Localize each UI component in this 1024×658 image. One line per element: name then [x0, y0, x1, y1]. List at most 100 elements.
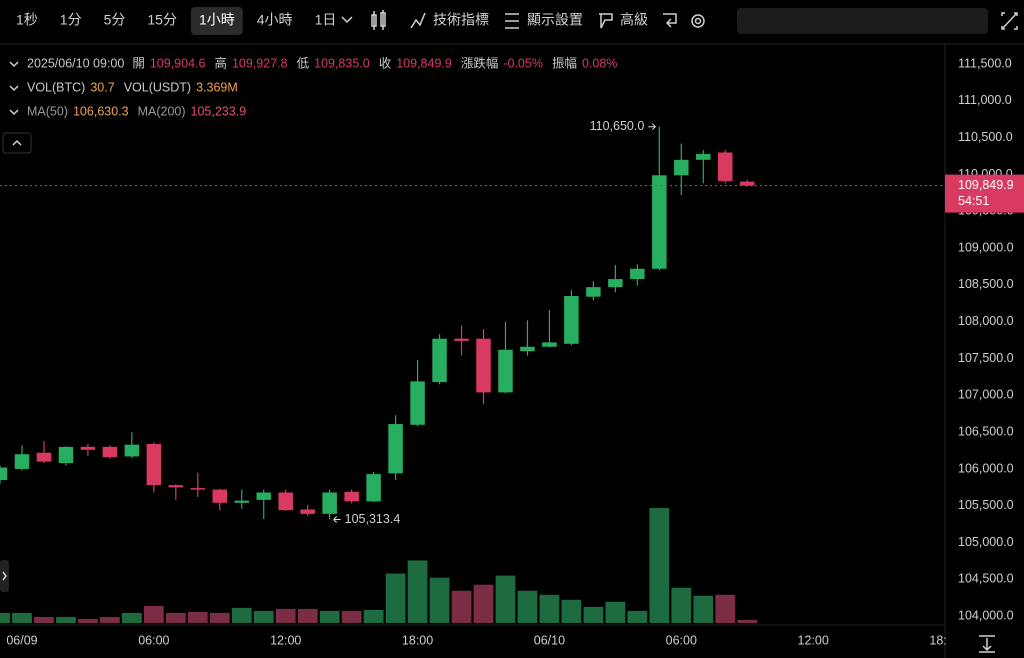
x-tick-label: 18:00	[402, 633, 433, 647]
scale-icon[interactable]	[979, 635, 995, 653]
x-tick-label: 06/09	[6, 633, 37, 647]
candle-body	[608, 279, 623, 288]
y-tick-label: 105,500.0	[958, 498, 1014, 512]
advanced-icon[interactable]	[599, 13, 613, 29]
volume-bar	[605, 601, 626, 623]
legend-text: VOL(BTC)	[27, 80, 85, 94]
legend-text: 振幅	[552, 55, 577, 70]
candle-body	[476, 338, 491, 393]
volume-bar	[517, 590, 538, 623]
fullscreen-icon[interactable]	[1001, 12, 1018, 30]
volume-bar	[693, 595, 714, 623]
candle-body	[630, 268, 645, 280]
y-tick-label: 104,000.0	[958, 608, 1014, 622]
volume-bar	[539, 594, 560, 623]
legend-text: MA(200)	[138, 104, 186, 118]
x-tick-label: 06:00	[138, 633, 169, 647]
volume-bar	[671, 587, 692, 623]
candle-body	[14, 454, 30, 469]
collapse-chevron[interactable]	[9, 85, 19, 92]
legend-text: 漲跌幅	[461, 55, 499, 70]
chart-type-icon[interactable]	[371, 10, 386, 30]
legend-text: 109,904.6	[150, 56, 206, 70]
volume-bar	[649, 508, 670, 623]
interval-button[interactable]: 5分	[104, 12, 126, 28]
interval-button[interactable]: 1秒	[16, 12, 38, 28]
volume-bar	[583, 606, 604, 623]
candle-body	[234, 500, 250, 503]
legend: 2025/06/10 09:00 開 109,904.6 高 109,927.8 低 109…	[27, 55, 617, 118]
legend-text: 109,927.8	[232, 56, 288, 70]
y-tick-label: 111,500.0	[958, 56, 1012, 70]
candle-body	[300, 509, 315, 514]
volume-bar	[34, 616, 54, 623]
collapse-chevron[interactable]	[9, 61, 19, 68]
candle-body	[542, 342, 557, 347]
candle-body	[454, 338, 469, 341]
tool-button[interactable]: 技術指標	[433, 12, 489, 28]
volume-bar	[473, 584, 494, 623]
volume-bar	[495, 575, 516, 623]
volume-bar	[385, 573, 406, 623]
undo-icon[interactable]	[663, 13, 677, 28]
legend-text: 3.369M	[196, 80, 238, 94]
y-tick-label: 107,000.0	[958, 388, 1014, 402]
last-price-label: 109,849.9	[958, 178, 1014, 192]
candle-body	[212, 489, 228, 503]
candle-body	[432, 338, 447, 383]
y-tick-label: 108,000.0	[958, 314, 1014, 328]
legend-text: 0.08%	[582, 56, 617, 70]
tool-button[interactable]: 顯示設置	[527, 12, 583, 28]
x-axis: 06/09 06:00 12:00 18:00 06/10 06:00 12:00 18:00	[6, 633, 960, 647]
interval-button[interactable]: 1小時	[199, 12, 235, 28]
collapse-chevron[interactable]	[9, 109, 19, 116]
candle-body	[124, 444, 140, 457]
last-price-box	[945, 174, 1024, 213]
candle-body	[344, 491, 359, 502]
display-icon[interactable]	[505, 13, 519, 29]
volume-bar	[363, 609, 384, 623]
legend-text: VOL(USDT)	[124, 80, 191, 94]
settings-icon[interactable]	[691, 14, 705, 28]
volume-bar	[78, 618, 98, 623]
interval-button[interactable]: 15分	[147, 12, 177, 28]
y-tick-label: 105,000.0	[958, 535, 1014, 549]
tool-button[interactable]: 高級	[620, 12, 648, 28]
settings-icon	[694, 17, 702, 25]
indicator-icon[interactable]	[410, 12, 426, 29]
legend-text: -0.05%	[503, 56, 543, 70]
y-tick-label: 109,000.0	[958, 240, 1014, 254]
side-tab[interactable]	[0, 560, 9, 592]
volume-bar	[209, 612, 230, 623]
volume-bar	[429, 577, 450, 623]
annotation-arrow	[333, 516, 341, 523]
side-tab-arrow	[2, 571, 7, 581]
volume-bar	[143, 605, 164, 623]
candle-body	[168, 485, 184, 488]
candle-body	[564, 295, 579, 344]
candle-body	[674, 159, 689, 176]
candle-body	[586, 287, 601, 297]
candle-body	[322, 492, 337, 514]
candle-body	[410, 381, 425, 425]
y-tick-label: 106,000.0	[958, 461, 1014, 475]
x-tick-label: 12:00	[798, 633, 829, 647]
volume-bar	[715, 594, 736, 623]
y-tick-label: 111,000.0	[958, 93, 1012, 107]
volume-bar	[341, 610, 362, 623]
collapse-button[interactable]	[2, 132, 32, 154]
volume-bar	[99, 616, 120, 623]
y-tick-label: 104,500.0	[958, 572, 1014, 586]
interval-button[interactable]: 4小時	[257, 12, 293, 28]
y-tick-label: 106,500.0	[958, 424, 1014, 438]
candle-body	[146, 443, 162, 486]
more-intervals[interactable]	[341, 16, 353, 24]
interval-button[interactable]: 1分	[60, 12, 82, 28]
candle-body	[388, 424, 403, 474]
y-tick-label: 107,500.0	[958, 351, 1014, 365]
volume-bar	[627, 610, 648, 623]
candle-body	[498, 349, 513, 393]
interval-button[interactable]: 1日	[315, 12, 337, 28]
collapse-arrow	[12, 139, 22, 146]
volume-bar	[253, 610, 274, 623]
